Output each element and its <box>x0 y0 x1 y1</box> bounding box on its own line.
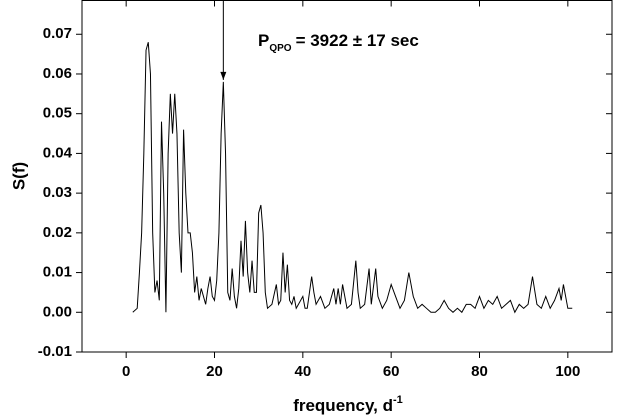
y-tick-label: -0.01 <box>38 343 72 360</box>
x-tick-label: 20 <box>206 363 223 380</box>
annotation-text: P <box>258 31 269 50</box>
x-tick-label: 100 <box>555 363 580 380</box>
y-tick-label: 0.04 <box>43 144 73 161</box>
y-tick-label: 0.03 <box>43 184 72 201</box>
spectrum-line <box>132 42 573 314</box>
x-tick-label: 0 <box>122 363 130 380</box>
x-tick-label: 40 <box>294 363 311 380</box>
x-tick-label: 60 <box>383 363 400 380</box>
y-tick-label: 0.06 <box>43 65 72 82</box>
annotation-arrowhead <box>220 71 227 80</box>
y-tick-label: 0.00 <box>43 303 72 320</box>
y-axis-label: S(f) <box>9 162 28 190</box>
x-tick-label: 80 <box>471 363 488 380</box>
x-axis-label-text: frequency, d <box>293 396 393 415</box>
annotation: PQPO = 3922 ± 17 sec <box>258 31 419 53</box>
y-tick-label: 0.07 <box>43 25 72 42</box>
x-axis-label: frequency, d-1 <box>293 394 403 416</box>
y-tick-label: 0.05 <box>43 105 72 122</box>
plot-frame <box>81 0 613 353</box>
annotation-sub: QPO <box>269 43 291 54</box>
annotation-rest: = 3922 ± 17 sec <box>296 31 419 50</box>
y-tick-label: 0.02 <box>43 224 72 241</box>
x-axis-label-sup: -1 <box>393 394 403 406</box>
y-tick-label: 0.01 <box>43 264 72 281</box>
